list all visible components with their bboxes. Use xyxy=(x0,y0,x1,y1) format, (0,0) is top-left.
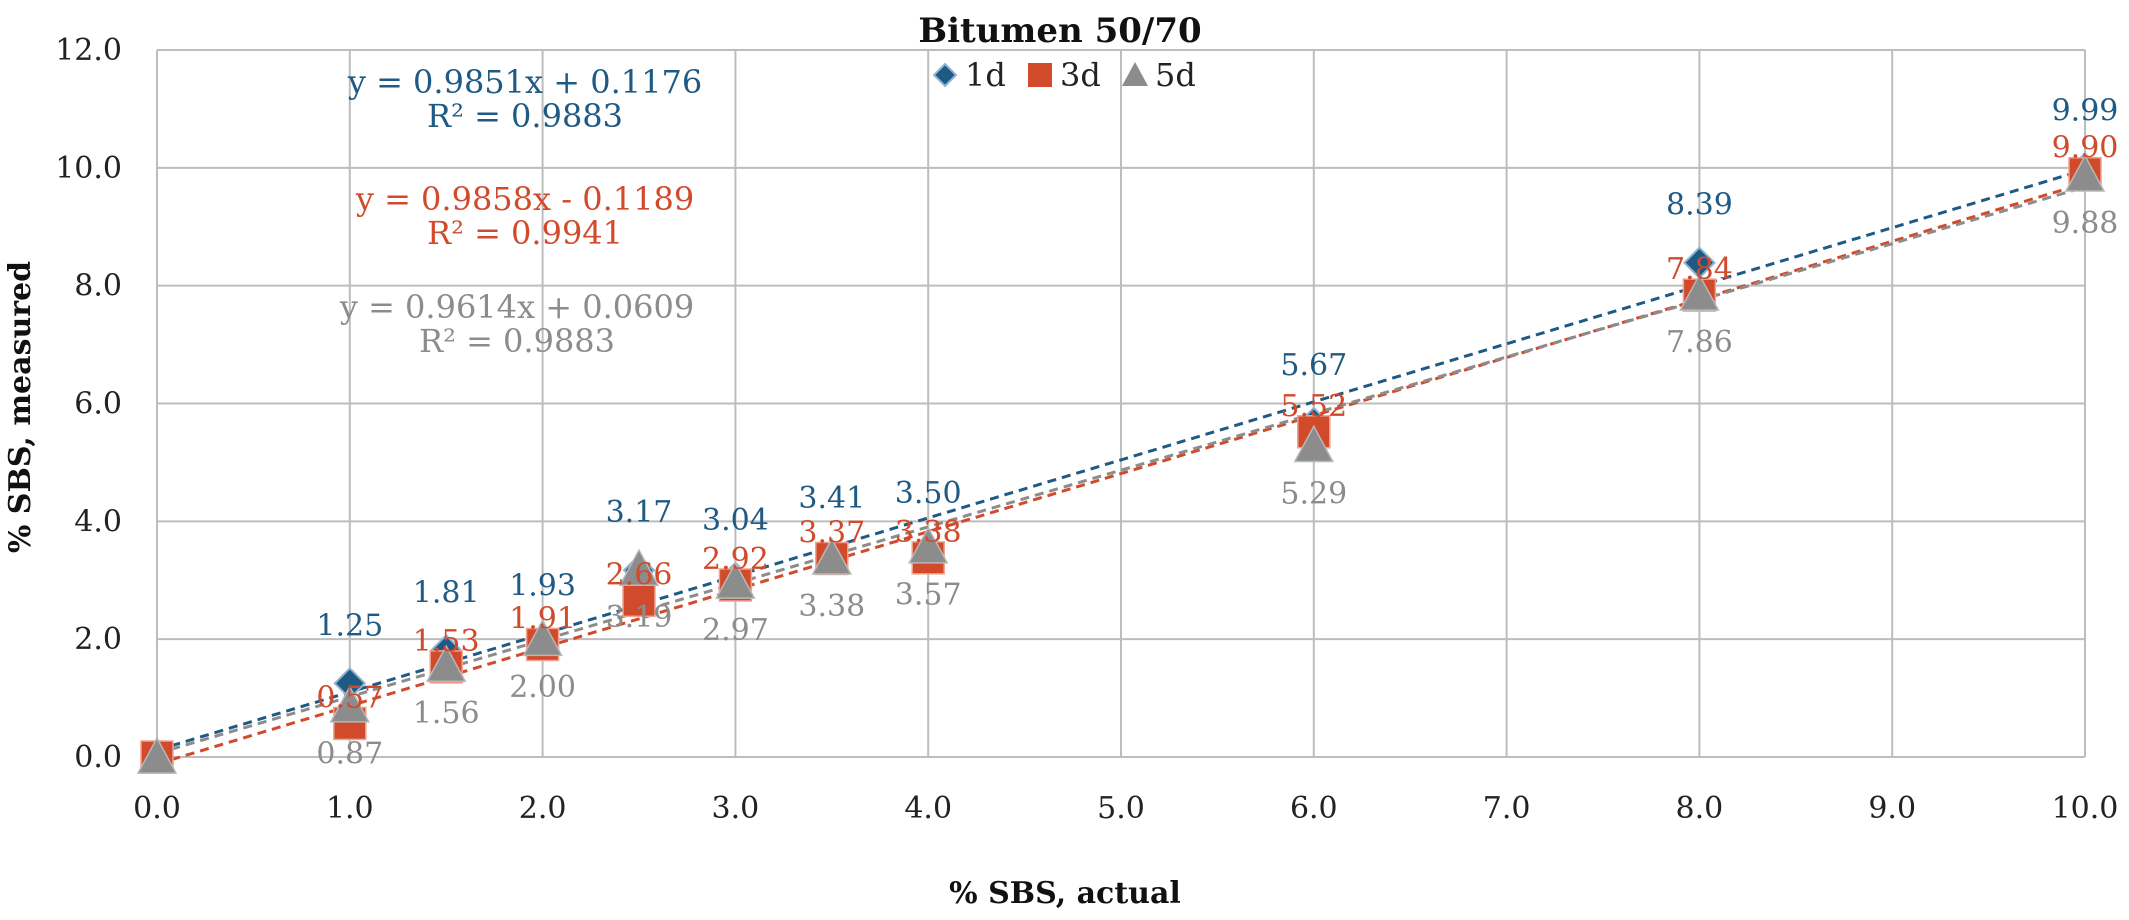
y-tick-label: 8.0 xyxy=(74,269,122,304)
data-label-1d: 1.81 xyxy=(413,575,480,610)
data-label-3d: 2.66 xyxy=(606,557,673,592)
marker-5d xyxy=(2064,154,2106,192)
data-label-5d: 9.88 xyxy=(2052,206,2119,241)
data-label-5d: 3.19 xyxy=(606,600,673,635)
data-label-3d: 9.90 xyxy=(2052,131,2119,166)
data-label-3d: 3.38 xyxy=(895,515,962,550)
marker-3d xyxy=(622,583,656,618)
x-tick-label: 7.0 xyxy=(1483,791,1531,826)
data-label-5d: 2.97 xyxy=(702,613,769,648)
marker-5d xyxy=(907,526,949,564)
trend-equation-5d: y = 0.9614x + 0.0609 xyxy=(339,288,694,326)
legend-label-3d: 3d xyxy=(1060,56,1101,94)
marker-5d xyxy=(136,736,178,774)
data-label-5d: 0.87 xyxy=(316,737,383,772)
marker-5d xyxy=(522,618,563,657)
legend: 1d 3d 5d xyxy=(932,56,1196,94)
marker-5d xyxy=(715,561,756,599)
data-label-3d: 5.52 xyxy=(1280,389,1347,424)
x-tick-label: 2.0 xyxy=(519,791,567,826)
data-label-1d: 5.67 xyxy=(1280,348,1347,383)
data-label-5d: 7.86 xyxy=(1666,325,1733,360)
trend-equation-3d: y = 0.9858x - 0.1189 xyxy=(355,180,694,218)
trend-equation-1d: y = 0.9851x + 0.1176 xyxy=(347,63,702,101)
x-tick-label: 10.0 xyxy=(2052,791,2119,826)
x-tick-label: 3.0 xyxy=(712,791,760,826)
x-tick-label: 1.0 xyxy=(326,791,374,826)
data-label-5d: 1.56 xyxy=(413,696,480,731)
y-tick-label: 12.0 xyxy=(55,33,122,68)
x-tick-label: 8.0 xyxy=(1676,791,1724,826)
marker-5d xyxy=(1679,273,1720,311)
trendline-3d xyxy=(156,181,2086,766)
x-tick-label: 6.0 xyxy=(1290,791,1338,826)
x-axis-title: % SBS, actual xyxy=(949,876,1181,911)
data-label-3d: 3.37 xyxy=(798,515,865,550)
data-label-3d: 1.53 xyxy=(413,624,480,659)
marker-5d xyxy=(618,548,660,586)
data-label-5d: 3.57 xyxy=(895,578,962,613)
marker-5d xyxy=(1293,424,1335,463)
data-label-1d: 1.25 xyxy=(316,608,383,643)
marker-5d xyxy=(425,644,467,682)
data-label-1d: 3.17 xyxy=(606,495,673,530)
y-tick-label: 2.0 xyxy=(74,622,122,657)
trendline-1d xyxy=(156,168,2086,752)
legend-marker-3d xyxy=(1028,63,1052,87)
trend-r2-1d: R² = 0.9883 xyxy=(427,97,623,135)
legend-marker-5d xyxy=(1122,62,1148,86)
y-tick-label: 10.0 xyxy=(55,151,122,186)
marker-5d xyxy=(329,685,371,723)
y-tick-label: 0.0 xyxy=(74,740,122,775)
y-tick-label: 6.0 xyxy=(74,387,122,422)
axis-ticks: 0.0 1.0 2.0 3.0 4.0 5.0 6.0 7.0 8.0 9.0 10.0 0.0 2.0… xyxy=(55,33,2118,826)
trendlines xyxy=(156,168,2086,766)
data-label-1d: 1.93 xyxy=(509,568,576,603)
legend-label-1d: 1d xyxy=(965,56,1006,94)
x-tick-label: 5.0 xyxy=(1097,791,1145,826)
trendline-5d xyxy=(156,185,2086,755)
x-tick-label: 0.0 xyxy=(133,791,181,826)
trend-r2-3d: R² = 0.9941 xyxy=(427,214,623,252)
data-label-1d: 3.41 xyxy=(798,481,865,516)
data-label-1d: 3.04 xyxy=(702,503,769,538)
y-axis-title: % SBS, measured xyxy=(3,261,38,553)
marker-5d xyxy=(811,537,853,575)
data-label-1d: 8.39 xyxy=(1666,188,1733,223)
chart-title: Bitumen 50/70 xyxy=(918,11,1201,51)
legend-label-5d: 5d xyxy=(1155,56,1196,94)
data-label-3d: 2.92 xyxy=(702,542,769,577)
data-labels: 1.25 1.81 1.93 3.17 3.04 3.41 3.50 5.67 8.39 9.99… xyxy=(316,93,2118,771)
data-label-5d: 2.00 xyxy=(509,670,576,705)
data-label-1d: 9.99 xyxy=(2052,93,2119,128)
legend-marker-1d xyxy=(932,62,958,88)
x-tick-label: 9.0 xyxy=(1868,791,1916,826)
trend-r2-5d: R² = 0.9883 xyxy=(419,322,615,360)
data-label-3d: 1.91 xyxy=(509,601,576,636)
data-label-3d: 7.84 xyxy=(1666,252,1733,287)
data-markers xyxy=(136,152,2106,774)
x-tick-label: 4.0 xyxy=(904,791,952,826)
data-label-5d: 3.38 xyxy=(798,589,865,624)
data-label-1d: 3.50 xyxy=(895,476,962,511)
data-label-3d: 0.57 xyxy=(316,680,383,715)
data-label-5d: 5.29 xyxy=(1280,476,1347,511)
y-tick-label: 4.0 xyxy=(74,504,122,539)
